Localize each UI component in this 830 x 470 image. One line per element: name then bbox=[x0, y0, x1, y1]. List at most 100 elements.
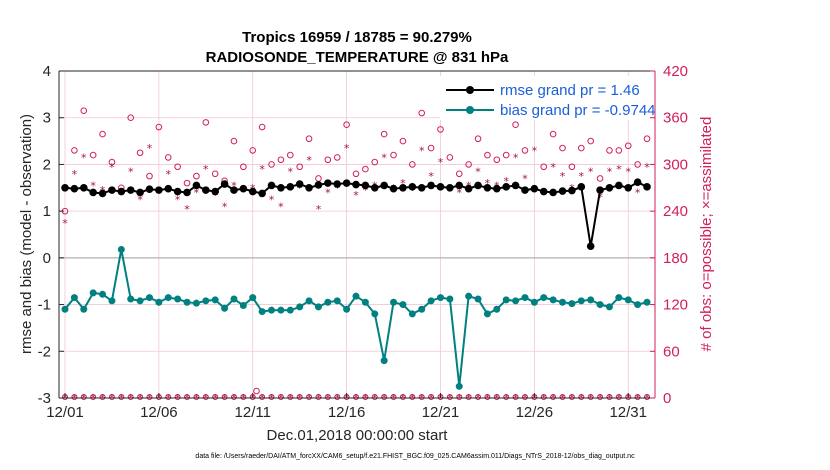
obs-possible-zero-point bbox=[193, 394, 200, 400]
obs-assimilated-point: * bbox=[222, 200, 228, 213]
obs-assimilated-point: * bbox=[203, 163, 209, 176]
bias-point bbox=[164, 294, 172, 302]
obs-assimilated-point: * bbox=[306, 154, 312, 167]
obs-assimilated-point: * bbox=[550, 161, 556, 174]
rmse-point bbox=[277, 183, 285, 192]
x-tick-label-0: 12/01 bbox=[46, 404, 84, 421]
x-tick-label-1: 12/06 bbox=[140, 404, 178, 421]
obs-possible-zero-point bbox=[428, 394, 435, 400]
bias-point bbox=[70, 294, 78, 302]
obs-assimilated-point: * bbox=[72, 168, 78, 181]
rmse-point bbox=[417, 183, 426, 192]
bias-point bbox=[324, 298, 332, 306]
bias-point bbox=[502, 296, 510, 304]
obs-assimilated-point: * bbox=[297, 182, 303, 195]
obs-possible-zero-point bbox=[90, 394, 97, 400]
obs-possible-point bbox=[202, 119, 210, 126]
obs-assimilated-point: * bbox=[485, 177, 491, 190]
obs-assimilated-point: * bbox=[259, 163, 265, 176]
obs-assimilated-point: * bbox=[334, 182, 340, 195]
obs-possible-point bbox=[399, 137, 407, 145]
rmse-point bbox=[586, 242, 595, 250]
obs-possible-zero-point bbox=[362, 394, 369, 400]
obs-assimilated-point: * bbox=[109, 161, 115, 174]
rmse-point bbox=[305, 183, 313, 192]
bias-point bbox=[390, 298, 398, 306]
y-tick-label-2: -1 bbox=[38, 297, 51, 314]
obs-possible-point bbox=[493, 156, 501, 164]
rmse-point bbox=[108, 186, 116, 194]
rmse-point bbox=[230, 186, 238, 194]
bias-point bbox=[380, 357, 388, 365]
obs-possible-point bbox=[427, 144, 435, 152]
x-tick-label-5: 12/26 bbox=[516, 404, 554, 421]
rmse-point bbox=[202, 186, 210, 194]
obs-possible-zero-point bbox=[99, 394, 106, 400]
bias-point bbox=[192, 299, 200, 307]
bias-point bbox=[418, 305, 426, 313]
rmse-point bbox=[89, 188, 97, 197]
bias-point bbox=[305, 297, 313, 305]
x-axis-label: Dec.01,2018 00:00:00 start bbox=[267, 427, 449, 444]
rmse-point bbox=[70, 184, 79, 193]
obs-possible-point bbox=[127, 114, 135, 122]
obs-possible-point bbox=[99, 130, 106, 138]
obs-possible-zero-point bbox=[390, 394, 397, 400]
bias-point bbox=[258, 308, 266, 316]
rmse-point bbox=[183, 188, 191, 197]
obs-possible-point bbox=[333, 154, 341, 161]
bias-point bbox=[286, 306, 294, 314]
obs-possible-point bbox=[502, 151, 510, 159]
obs-possible-point bbox=[211, 170, 219, 178]
obs-possible-zero-point bbox=[174, 394, 181, 400]
obs-assimilated-point: * bbox=[457, 186, 463, 199]
obs-possible-point bbox=[390, 151, 397, 159]
bias-point bbox=[530, 298, 538, 306]
bias-point bbox=[249, 294, 257, 302]
obs-assimilated-point: * bbox=[644, 161, 650, 174]
y-axis-label: rmse and bias (model - observation) bbox=[18, 114, 35, 354]
rmse-point bbox=[558, 187, 567, 195]
rmse-point bbox=[511, 181, 520, 190]
rmse-point bbox=[633, 178, 642, 186]
rmse-point bbox=[474, 181, 482, 190]
obs-possible-point bbox=[474, 135, 482, 143]
rmse-point bbox=[173, 187, 182, 196]
rmse-point bbox=[455, 181, 464, 190]
bias-point bbox=[296, 303, 304, 311]
y-tick-label-3: 0 bbox=[43, 250, 51, 267]
rmse-point bbox=[521, 186, 529, 194]
obs-assimilated-point: * bbox=[560, 170, 566, 183]
rmse-point bbox=[239, 184, 248, 193]
obs-possible-point bbox=[108, 158, 116, 166]
obs-assimilated-point: * bbox=[325, 186, 331, 199]
bias-point bbox=[540, 294, 548, 302]
bias-point bbox=[277, 306, 285, 314]
obs-assimilated-point: * bbox=[175, 193, 181, 206]
bias-point bbox=[371, 310, 379, 318]
rmse-point bbox=[549, 188, 557, 197]
obs-possible-zero-point bbox=[127, 394, 134, 400]
bias-point bbox=[202, 297, 210, 305]
y-right-tick-label-1: 60 bbox=[663, 343, 680, 360]
obs-possible-zero-point bbox=[644, 394, 650, 400]
obs-possible-zero-point bbox=[146, 394, 153, 400]
y-right-tick-label-7: 420 bbox=[663, 63, 688, 80]
rmse-point bbox=[446, 183, 454, 192]
obs-assimilated-point: * bbox=[166, 168, 172, 181]
obs-possible-point bbox=[596, 175, 604, 182]
obs-possible-zero-point bbox=[484, 394, 491, 400]
rmse-point bbox=[267, 181, 276, 190]
obs-possible-point bbox=[230, 137, 238, 145]
legend-bias-marker bbox=[466, 106, 474, 114]
obs-possible-point bbox=[240, 163, 247, 171]
obs-assimilated-point: * bbox=[278, 200, 284, 213]
bias-point bbox=[268, 306, 276, 314]
obs-possible-point bbox=[587, 137, 594, 145]
bias-point bbox=[624, 296, 632, 304]
obs-possible-point bbox=[380, 130, 388, 138]
chart-title: Tropics 16959 / 18785 = 90.279% bbox=[242, 29, 472, 46]
rmse-point bbox=[493, 184, 501, 193]
bias-point bbox=[474, 295, 482, 303]
rmse-point bbox=[314, 181, 323, 189]
